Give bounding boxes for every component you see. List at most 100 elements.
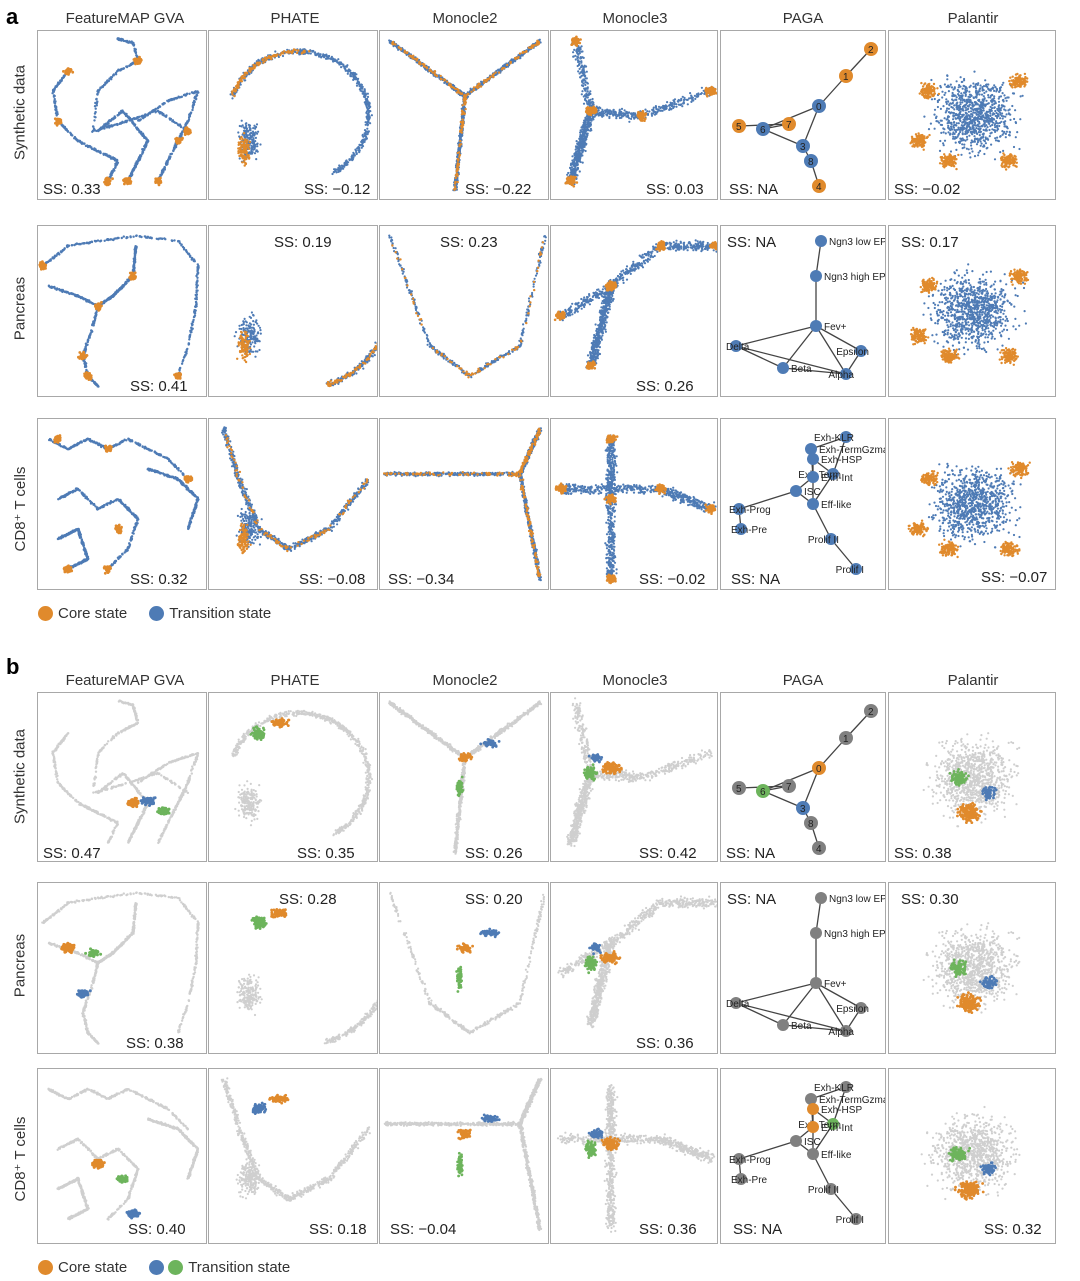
paga-node <box>782 117 796 131</box>
similarity-score: SS: 0.17 <box>901 234 959 251</box>
embedding-plot <box>236 908 377 1045</box>
paga-node <box>735 523 747 535</box>
embedding-plot <box>557 895 717 1029</box>
plot-phate-synthetic: SS: −0.12 <box>208 30 378 200</box>
paga-node <box>825 533 837 545</box>
core-region <box>599 950 622 966</box>
paga-node-label: 5 <box>736 122 742 133</box>
core-cluster <box>1008 72 1029 89</box>
plot-phate-pancreas: SS: 0.28 <box>208 882 378 1054</box>
transition-region <box>588 942 602 956</box>
paga-node <box>732 119 746 133</box>
plot-paga-pancreas: Ngn3 low EP Ngn3 high EP Fev+ Delta Beta Alph… <box>720 225 886 397</box>
core-points <box>383 471 521 478</box>
similarity-score: SS: NA <box>731 571 780 588</box>
paga-node-label: Delta <box>726 342 750 353</box>
paga-node <box>812 841 826 855</box>
embedding-points <box>323 999 377 1045</box>
legend-core-label: Core state <box>58 1259 127 1276</box>
col-title-phate: PHATE <box>210 672 380 689</box>
paga-edge <box>810 1086 847 1100</box>
core-region <box>126 796 140 809</box>
paga-node <box>796 139 810 153</box>
plot-monocle3-synthetic: SS: 0.03 <box>550 30 718 200</box>
core-cluster <box>704 85 717 98</box>
trajectory-branch <box>41 234 200 376</box>
core-cluster <box>920 470 939 487</box>
core-cluster <box>128 271 137 281</box>
transition-region <box>949 958 968 978</box>
paga-node-label: Exh-HSP <box>821 455 862 466</box>
core-cluster <box>999 152 1018 171</box>
core-cluster <box>53 434 62 444</box>
paga-edge <box>832 1086 847 1125</box>
transition-region <box>115 1174 129 1184</box>
similarity-score: SS: 0.41 <box>130 378 188 395</box>
paga-node-label: 7 <box>786 120 792 131</box>
embedding-points <box>236 973 263 1017</box>
embedding-plot <box>51 37 200 187</box>
core-region <box>270 908 288 919</box>
core-region <box>270 717 291 729</box>
similarity-score: SS: 0.40 <box>128 1221 186 1238</box>
similarity-score: SS: 0.18 <box>309 1221 367 1238</box>
paga-node-label: Exh-KLR <box>814 1083 854 1094</box>
paga-node <box>855 345 867 357</box>
plot-palantir-synthetic: SS: 0.38 <box>888 692 1056 862</box>
paga-node <box>730 997 742 1009</box>
paga-edge <box>815 325 862 352</box>
core-cluster <box>709 241 717 251</box>
paga-edge <box>830 538 857 570</box>
core-cluster <box>1008 268 1030 286</box>
core-region <box>456 1128 472 1141</box>
transition-region <box>947 1145 972 1163</box>
paga-edge <box>782 982 817 1026</box>
paga-edge <box>735 1002 847 1032</box>
plot-monocle2-pancreas: SS: 0.23 <box>379 225 549 397</box>
similarity-score: SS: 0.20 <box>465 891 523 908</box>
col-title-palantir: Palantir <box>888 672 1058 689</box>
paga-node <box>815 892 827 904</box>
paga-node <box>840 431 852 443</box>
trajectory-branch <box>137 90 200 183</box>
legend-transition: Transition state <box>149 605 271 622</box>
embedding-plot: Ngn3 low EP Ngn3 high EP Fev+ Delta Beta Alph… <box>726 235 886 381</box>
core-cluster <box>94 301 103 312</box>
paga-edge <box>812 503 832 540</box>
paga-node-label: Exh-Prog <box>729 505 771 516</box>
paga-node-label: 0 <box>816 102 822 113</box>
paga-node <box>810 927 822 939</box>
similarity-score: SS: −0.12 <box>304 181 370 198</box>
paga-edge <box>782 367 847 375</box>
paga-node-label: Ngn3 low EP <box>829 237 886 248</box>
embedding-plot <box>47 1087 200 1221</box>
embedding-plot <box>566 697 713 848</box>
transition-region <box>582 763 599 782</box>
trajectory-points <box>388 700 467 760</box>
paga-edge <box>810 436 847 450</box>
similarity-score: SS: −0.08 <box>299 571 365 588</box>
plot-paga-cd8: Exh-TermGzma Exh-KLR Exh-HSP Exh-Term Exh-In… <box>720 1068 886 1244</box>
trajectory-points <box>388 234 547 379</box>
paga-node <box>735 1173 747 1185</box>
paga-node <box>825 1183 837 1195</box>
trajectory-branch <box>56 1137 140 1221</box>
trajectory-branch <box>96 109 150 183</box>
paga-node <box>805 443 817 455</box>
embedding-plot <box>389 891 546 1035</box>
paga-node <box>840 1081 852 1093</box>
paga-node <box>807 498 819 510</box>
paga-node-label: Prolif I <box>836 1215 864 1226</box>
paga-node-label: Exh-Term <box>798 470 841 481</box>
similarity-score: SS: NA <box>729 181 778 198</box>
paga-node-label: 2 <box>868 45 874 56</box>
paga-node-label: Exh-Term <box>798 1120 841 1131</box>
transition-dot-icon <box>149 606 165 621</box>
paga-node-label: 0 <box>816 764 822 775</box>
embedding-plot <box>388 700 543 855</box>
paga-node-label: Eff-like <box>821 1150 852 1161</box>
plot-palantir-cd8: SS: 0.32 <box>888 1068 1056 1244</box>
embedding-plot <box>383 1077 543 1232</box>
